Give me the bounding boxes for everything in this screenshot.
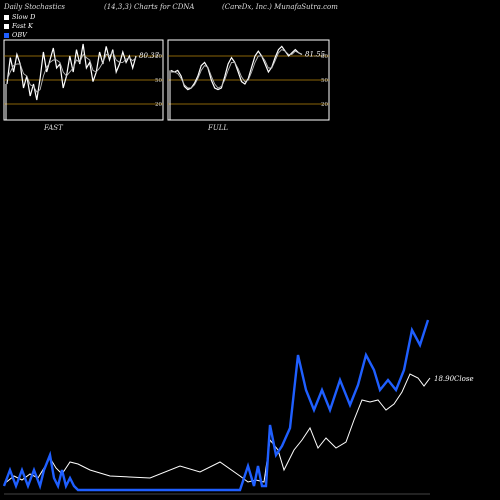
legend-label-fast-k: Fast K [12, 22, 33, 30]
legend-swatch-obv [4, 33, 9, 38]
fast-series-fast-k [6, 43, 137, 101]
header-left: Daily Stochastics [4, 3, 66, 11]
fast-tick-label-80: 80 [155, 54, 162, 60]
legend-label-obv: OBV [12, 31, 27, 39]
legend-item-fast-k: Fast K [4, 22, 35, 31]
fast-panel-caption: FAST [44, 124, 63, 132]
legend-item-slow-d: Slow D [4, 13, 35, 22]
close-series-line [3, 373, 431, 485]
full-panel-caption: FULL [208, 124, 229, 132]
obv-series-line [2, 319, 430, 492]
legend-label-slow-d: Slow D [12, 13, 36, 21]
fast-last-value-label: 80.37 [139, 52, 160, 60]
fast-tick-label-20: 20 [155, 102, 162, 108]
full-series-fast-k [170, 45, 303, 91]
legend-swatch-slow-d [4, 15, 9, 20]
legend-item-obv: OBV [4, 31, 35, 40]
legend: Slow D Fast K OBV [4, 13, 35, 40]
header-center: (14,3,3) Charts for CDNA [104, 3, 195, 11]
legend-swatch-fast-k [4, 24, 9, 29]
close-last-value-label: 18.90Close [434, 375, 474, 383]
full-tick-label-20: 20 [321, 102, 328, 108]
full-series-slow-d [171, 49, 303, 89]
fast-series-slow-d [6, 51, 137, 93]
full-tick-label-80: 80 [321, 54, 328, 60]
fast-tick-label-50: 50 [155, 78, 162, 84]
full-tick-label-50: 50 [321, 78, 328, 84]
full-last-value-label: 81.55 [305, 50, 326, 58]
header-right: (CareDx, Inc.) MunafaSutra.com [222, 3, 338, 11]
